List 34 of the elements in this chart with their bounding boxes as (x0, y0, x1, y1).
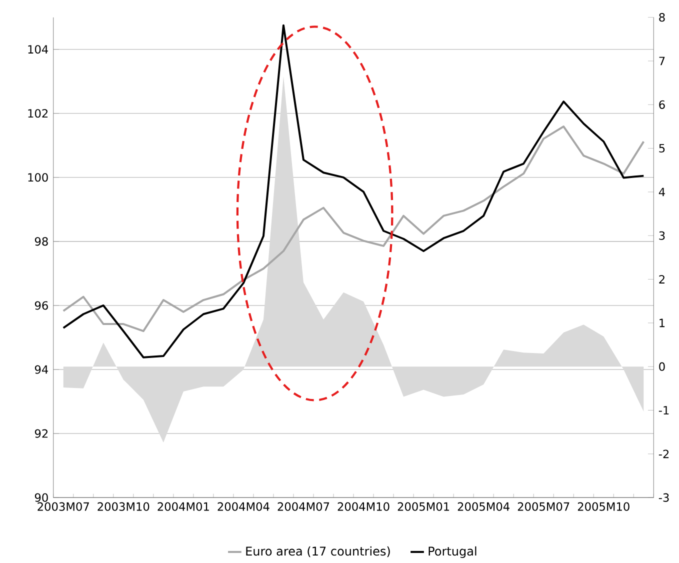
x-tick-label: 2005M10 (578, 502, 630, 511)
line-series (62, 126, 645, 332)
legend-label: Euro area (17 countries) (246, 546, 390, 558)
x-tick-label: 2003M07 (38, 502, 89, 511)
x-tick-label: 2004M04 (218, 502, 270, 511)
x-tick-label: 2005M01 (398, 502, 450, 511)
x-tick-label: 2003M10 (98, 502, 150, 511)
y2-tick-label: 0 (659, 362, 665, 371)
y2-tick-label: 3 (659, 231, 665, 240)
y2-tick-label: 5 (659, 144, 665, 153)
y-tick-label: 104 (28, 45, 48, 54)
y-tick-label: 98 (34, 237, 48, 246)
y-tick-label: 92 (34, 429, 48, 438)
x-tick-label: 2005M07 (518, 502, 570, 511)
x-tick-label: 2004M10 (338, 502, 390, 511)
x-tick-label: 2004M01 (158, 502, 209, 511)
x-tick-label: 2005M04 (458, 502, 510, 511)
y2-tick-label: 8 (659, 13, 665, 22)
y2-tick-label: 7 (659, 56, 665, 66)
y2-tick-label: -1 (658, 406, 669, 414)
y2-tick-label: -3 (658, 493, 669, 502)
y-tick-label: 100 (28, 173, 48, 182)
y2-tick-label: 2 (659, 275, 664, 284)
legend-label: Portugal (428, 546, 476, 558)
y-tick-label: 96 (34, 301, 48, 310)
y-tick-label: 90 (34, 493, 48, 502)
y2-tick-label: -2 (658, 450, 669, 458)
y2-tick-label: 6 (659, 100, 665, 110)
x-tick-label: 2004M07 (278, 502, 330, 511)
y2-tick-label: 1 (660, 318, 665, 328)
y-tick-label: 94 (34, 365, 48, 374)
y2-tick-label: 4 (658, 188, 665, 196)
line-series (62, 24, 645, 358)
y-tick-label: 102 (28, 109, 48, 118)
